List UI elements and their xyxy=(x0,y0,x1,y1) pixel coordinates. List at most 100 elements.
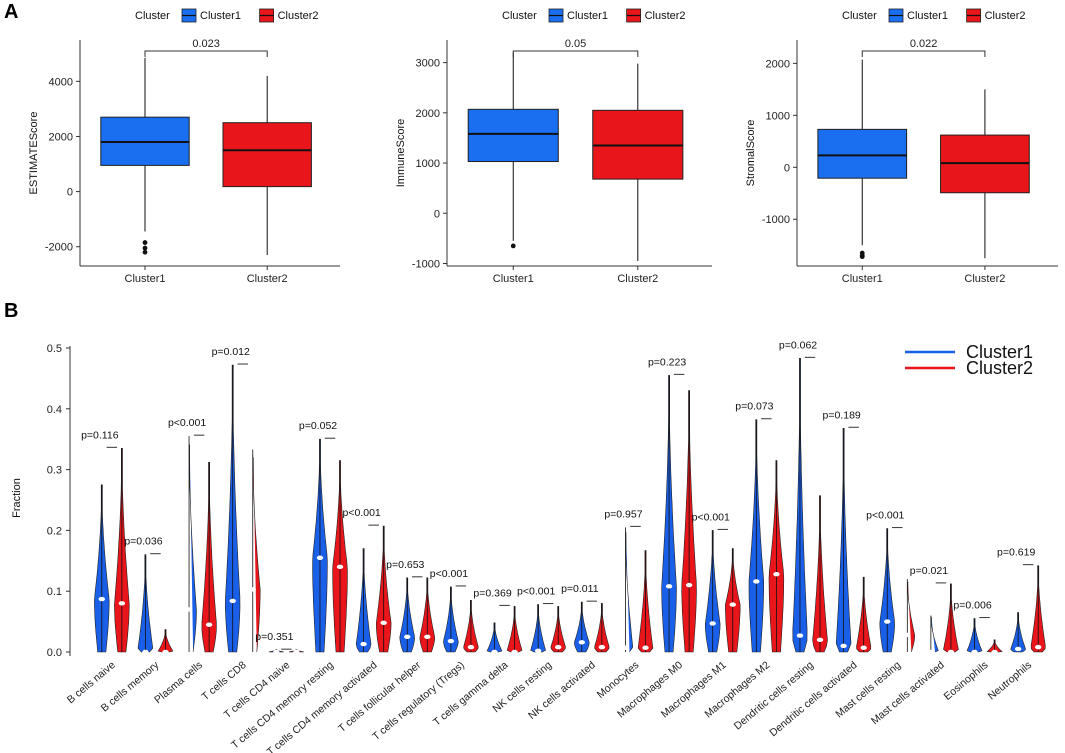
y-tick-label: 0.1 xyxy=(47,586,62,598)
median-dot xyxy=(205,622,213,627)
p-value-label: 0.05 xyxy=(565,38,586,50)
median-dot xyxy=(622,645,629,650)
median-dot xyxy=(360,641,367,647)
p-value-label: p<0.001 xyxy=(168,417,206,429)
p-value-label: p=0.036 xyxy=(124,536,162,548)
p-value-label: p=0.011 xyxy=(561,583,599,595)
p-value-label: p=0.957 xyxy=(604,508,642,520)
p-value-label: 0.022 xyxy=(910,38,938,50)
y-tick-label: 0.5 xyxy=(47,343,62,355)
p-value-label: p=0.189 xyxy=(823,409,861,421)
legend-label-cluster2: Cluster2 xyxy=(985,10,1026,22)
p-value-label: p=0.223 xyxy=(648,356,686,368)
y-axis-title: ImmuneScore xyxy=(395,119,407,187)
x-tick-label: Dendritic cells resting xyxy=(732,659,816,732)
median-dot xyxy=(555,644,562,650)
p-value-label: p<0.001 xyxy=(866,510,904,522)
outlier-point xyxy=(859,254,865,260)
y-tick-label: 1000 xyxy=(416,158,440,170)
median-dot xyxy=(816,637,824,643)
y-tick-label: 0 xyxy=(67,187,73,199)
outlier-point xyxy=(142,249,148,255)
median-dot xyxy=(249,587,256,592)
legend-label-cluster2: Cluster2 xyxy=(278,10,319,22)
median-dot xyxy=(947,649,955,655)
p-value-label: p=0.052 xyxy=(299,420,337,432)
legend-label-cluster1: Cluster1 xyxy=(966,342,1033,362)
y-tick-label: 0.3 xyxy=(47,465,62,477)
p-value-label: p=0.021 xyxy=(910,565,948,577)
y-tick-label: 0.4 xyxy=(47,404,62,416)
p-value-label: p<0.001 xyxy=(517,586,555,598)
median-dot xyxy=(98,596,105,602)
y-tick-label: 0 xyxy=(784,162,790,174)
violin-cluster2 xyxy=(253,457,261,653)
median-dot xyxy=(927,649,935,655)
median-dot xyxy=(884,619,891,624)
legend-label-cluster2: Cluster2 xyxy=(645,10,686,22)
p-value-label: p=0.062 xyxy=(779,339,817,351)
y-tick-label: 0.0 xyxy=(47,647,62,659)
p-value-label: p=0.653 xyxy=(386,559,424,571)
median-dot xyxy=(142,649,149,655)
median-dot xyxy=(796,633,804,638)
median-dot xyxy=(316,555,324,560)
y-tick-label: -2000 xyxy=(45,242,73,254)
median-dot xyxy=(293,649,300,655)
y-tick-label: -1000 xyxy=(762,214,790,226)
x-tick-label: Cluster1 xyxy=(125,273,166,285)
p-value-label: p=0.073 xyxy=(735,401,773,413)
median-dot xyxy=(424,634,431,639)
median-dot xyxy=(598,644,606,650)
median-dot xyxy=(380,620,387,626)
x-tick-label: Plasma cells xyxy=(152,659,205,706)
p-value-label: p=0.006 xyxy=(953,600,991,612)
median-dot xyxy=(904,632,911,638)
outlier-point xyxy=(142,240,148,245)
y-tick-label: 2000 xyxy=(49,131,73,143)
y-axis-title: StromalScore xyxy=(745,120,757,187)
median-dot xyxy=(971,649,978,655)
legend-title: Cluster xyxy=(502,10,537,22)
x-tick-label: T cells gamma delta xyxy=(431,659,511,729)
x-tick-label: Cluster1 xyxy=(842,273,883,285)
significance-bracket xyxy=(512,50,639,57)
y-tick-label: 0.2 xyxy=(47,525,62,537)
p-value-label: 0.023 xyxy=(192,38,220,50)
median-dot xyxy=(229,598,236,604)
x-tick-label: Cluster1 xyxy=(493,273,534,285)
p-value-label: p<0.001 xyxy=(343,507,381,519)
panel-label-a: A xyxy=(4,1,18,23)
box-cluster1 xyxy=(467,108,559,163)
x-tick-label: Cluster2 xyxy=(964,273,1005,285)
p-value-label: p=0.369 xyxy=(473,587,511,599)
median-dot xyxy=(665,584,673,589)
x-tick-label: Eosinophils xyxy=(942,659,991,703)
median-dot xyxy=(336,564,344,570)
legend-label-cluster1: Cluster1 xyxy=(907,10,948,22)
box-plot-stromal: Cluster Cluster1 Cluster2 -1000 0 1000 2000 Str… xyxy=(745,8,1058,285)
y-tick-label: 0 xyxy=(434,208,440,220)
median-dot xyxy=(753,579,760,584)
median-dot xyxy=(685,582,693,588)
median-dot xyxy=(991,649,998,655)
median-dot xyxy=(709,621,716,626)
y-tick-label: 3000 xyxy=(416,58,440,70)
median-dot xyxy=(162,649,169,655)
median-dot xyxy=(860,645,867,650)
median-dot xyxy=(467,644,475,650)
outlier-point xyxy=(142,245,148,251)
box-cluster2 xyxy=(222,122,312,188)
legend-title: Cluster xyxy=(135,10,170,22)
median-dot xyxy=(491,649,498,655)
legend-title: Cluster xyxy=(842,10,877,22)
median-dot xyxy=(729,602,736,607)
y-tick-label: 1000 xyxy=(766,110,790,122)
y-tick-label: 2000 xyxy=(766,58,790,70)
median-dot xyxy=(642,645,649,650)
median-dot xyxy=(1014,646,1022,652)
x-tick-label: Mast cells activated xyxy=(869,659,947,727)
legend-label-cluster1: Cluster1 xyxy=(567,10,608,22)
